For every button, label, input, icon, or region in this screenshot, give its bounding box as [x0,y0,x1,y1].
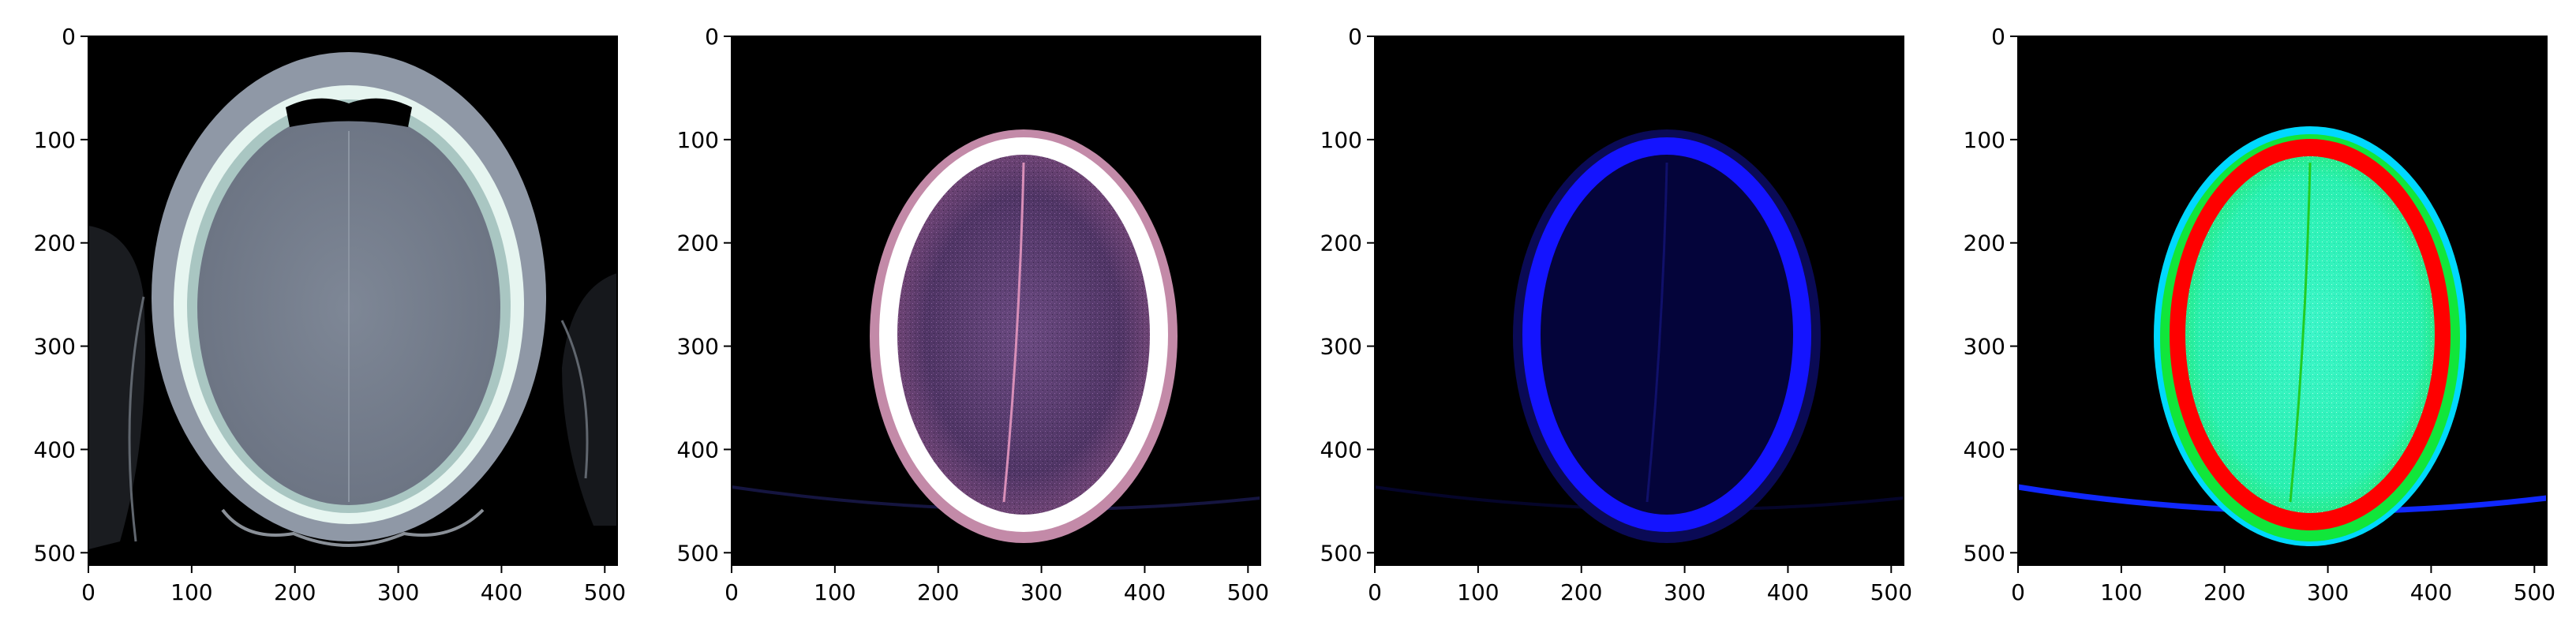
y-tick-label: 200 [1320,230,1362,257]
x-tick-label: 300 [2307,579,2349,605]
panel-1 [88,36,618,566]
panel-1-ct-image [88,52,617,549]
y-tick-label: 0 [1991,24,2005,50]
x-tick-label: 500 [1870,579,1912,605]
x-tick-label: 200 [1560,579,1602,605]
x-tick-label: 400 [2410,579,2452,605]
x-tick-label: 100 [814,579,856,605]
x-tick-label: 200 [274,579,316,605]
panel-3-ct-image [1374,129,1904,543]
x-tick-label: 200 [2203,579,2245,605]
x-tick-label: 0 [2011,579,2025,605]
x-tick-label: 400 [1124,579,1166,605]
panel-2-ct-image [731,129,1261,543]
x-tick-label: 200 [917,579,959,605]
y-tick-label: 200 [1964,230,2005,257]
y-tick-label: 0 [1348,24,1362,50]
y-tick-label: 400 [1320,436,1362,463]
y-tick-label: 500 [34,540,76,566]
y-tick-label: 300 [1964,334,2005,360]
y-tick-label: 300 [1320,334,1362,360]
x-tick-label: 300 [1664,579,1705,605]
y-tick-label: 100 [1964,127,2005,153]
y-tick-label: 200 [34,230,76,257]
panel-4-ct-image [2017,126,2548,546]
panel-3 [1374,36,1904,566]
y-tick-label: 200 [677,230,719,257]
panel-2 [731,36,1261,566]
x-tick-label: 100 [1457,579,1499,605]
y-tick-label: 100 [677,127,719,153]
y-tick-label: 500 [677,540,719,566]
x-tick-label: 0 [81,579,95,605]
x-tick-label: 0 [1368,579,1382,605]
y-tick-label: 300 [34,334,76,360]
y-tick-label: 500 [1964,540,2005,566]
x-tick-label: 500 [584,579,626,605]
x-tick-label: 300 [1020,579,1062,605]
y-tick-label: 0 [705,24,719,50]
x-tick-label: 300 [377,579,419,605]
x-tick-label: 500 [1227,579,1269,605]
y-tick-label: 0 [62,24,76,50]
y-tick-label: 400 [1964,436,2005,463]
x-tick-label: 0 [724,579,739,605]
x-tick-label: 100 [2100,579,2142,605]
x-tick-label: 500 [2514,579,2555,605]
x-tick-label: 100 [170,579,212,605]
panel-4 [2017,36,2548,566]
x-tick-label: 400 [1767,579,1809,605]
y-tick-label: 300 [677,334,719,360]
y-tick-label: 100 [34,127,76,153]
y-tick-label: 400 [34,436,76,463]
y-tick-label: 500 [1320,540,1362,566]
x-tick-label: 400 [481,579,522,605]
y-tick-label: 400 [677,436,719,463]
y-tick-label: 100 [1320,127,1362,153]
